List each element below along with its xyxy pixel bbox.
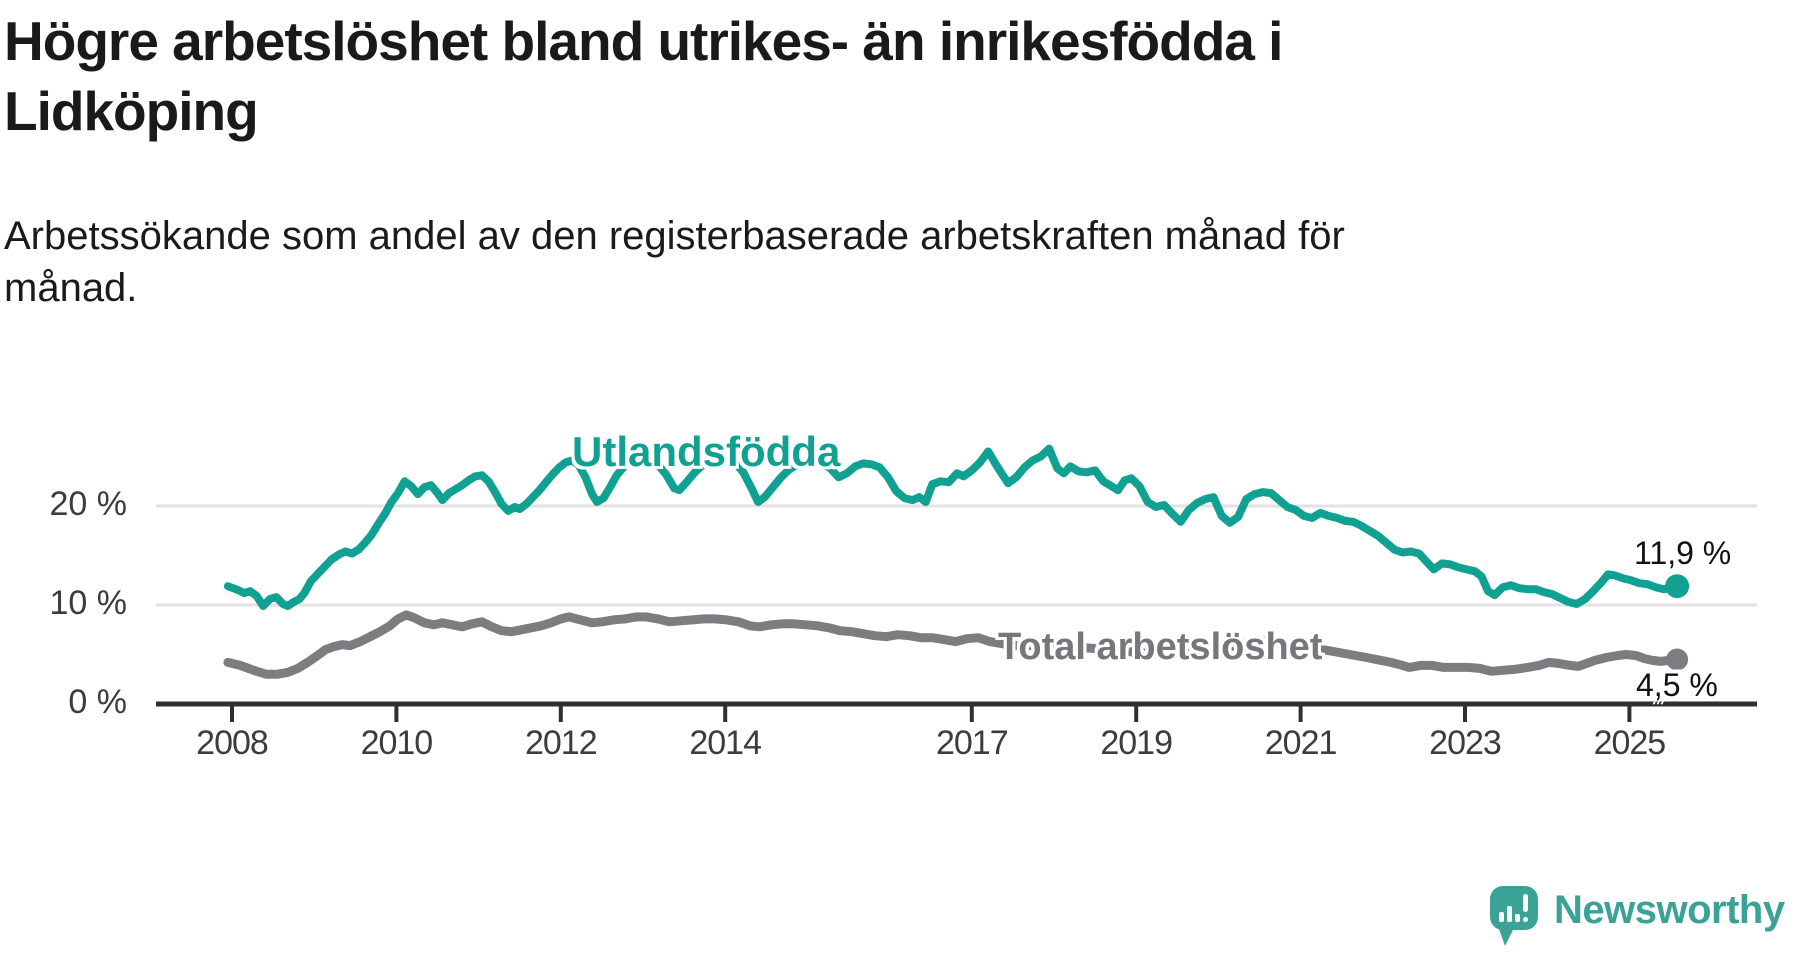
chart-subtitle: Arbetssökande som andel av den registerb…: [4, 210, 1504, 314]
series-label-utlandsfodda: Utlandsfödda: [572, 428, 841, 475]
total-end-value: 4,5 %: [1636, 667, 1718, 703]
x-tick-label-2025: 2025: [1593, 724, 1667, 762]
gridlines: [156, 504, 1757, 607]
total-arbetsloshet-end-dot: [1666, 648, 1689, 671]
x-tick-label-2008: 2008: [196, 724, 269, 762]
y-tick-label-10: 10 %: [49, 584, 128, 622]
newsworthy-logo-icon: [1490, 886, 1538, 946]
newsworthy-logo-text: Newsworthy: [1554, 888, 1785, 932]
x-tick-label-2017: 2017: [935, 724, 1009, 762]
x-tick-label-2023: 2023: [1429, 724, 1502, 762]
utlandsfodda-line[interactable]: [223, 444, 1682, 610]
x-tick-label-2019: 2019: [1100, 724, 1173, 762]
utlandsfodda-end-value: 11,9 %: [1634, 535, 1732, 571]
x-tick-label-2010: 2010: [360, 724, 434, 762]
page-title: Högre arbetslöshet bland utrikes- än inr…: [4, 6, 1624, 147]
x-axis-ticks: [230, 706, 1632, 722]
chart-subtitle-line1: Arbetssökande som andel av den registerb…: [4, 214, 1345, 258]
utlandsfodda-end-dot: [1665, 574, 1690, 599]
total-arbetsloshet-line[interactable]: [223, 610, 1682, 679]
page-title-line1: Högre arbetslöshet bland utrikes- än inr…: [4, 10, 1283, 72]
line-chart: [156, 444, 1757, 722]
page-title-line2: Lidköping: [4, 80, 259, 143]
x-tick-label-2021: 2021: [1264, 724, 1338, 762]
chart-subtitle-line2: månad.: [4, 266, 138, 310]
newsworthy-logo[interactable]: Newsworthy: [1486, 882, 1800, 948]
x-tick-label-2014: 2014: [689, 724, 762, 762]
y-tick-label-20: 20 %: [49, 485, 128, 523]
y-tick-label-0: 0 %: [68, 683, 127, 721]
series-label-total-arbetsloshet: Total arbetslöshet: [998, 626, 1323, 668]
x-tick-label-2012: 2012: [524, 724, 598, 762]
